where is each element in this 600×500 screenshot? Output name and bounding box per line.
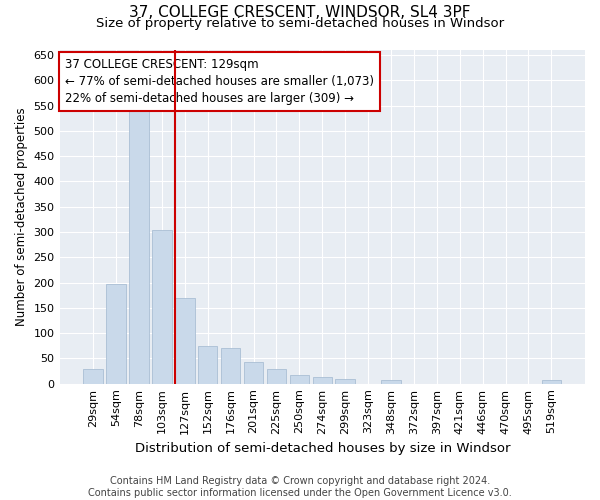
Bar — [106, 284, 126, 384]
Bar — [267, 368, 286, 384]
Bar — [542, 380, 561, 384]
Bar — [175, 298, 194, 384]
Bar — [244, 362, 263, 384]
Text: Contains HM Land Registry data © Crown copyright and database right 2024.
Contai: Contains HM Land Registry data © Crown c… — [88, 476, 512, 498]
Text: Size of property relative to semi-detached houses in Windsor: Size of property relative to semi-detach… — [96, 18, 504, 30]
Text: 37, COLLEGE CRESCENT, WINDSOR, SL4 3PF: 37, COLLEGE CRESCENT, WINDSOR, SL4 3PF — [129, 5, 471, 20]
Y-axis label: Number of semi-detached properties: Number of semi-detached properties — [15, 108, 28, 326]
Bar — [198, 346, 217, 384]
Bar — [335, 378, 355, 384]
Bar — [152, 230, 172, 384]
Bar — [83, 368, 103, 384]
X-axis label: Distribution of semi-detached houses by size in Windsor: Distribution of semi-detached houses by … — [134, 442, 510, 455]
Bar — [290, 375, 309, 384]
Bar — [129, 110, 149, 384]
Bar — [381, 380, 401, 384]
Text: 37 COLLEGE CRESCENT: 129sqm
← 77% of semi-detached houses are smaller (1,073)
22: 37 COLLEGE CRESCENT: 129sqm ← 77% of sem… — [65, 58, 374, 106]
Bar — [221, 348, 241, 384]
Bar — [313, 377, 332, 384]
